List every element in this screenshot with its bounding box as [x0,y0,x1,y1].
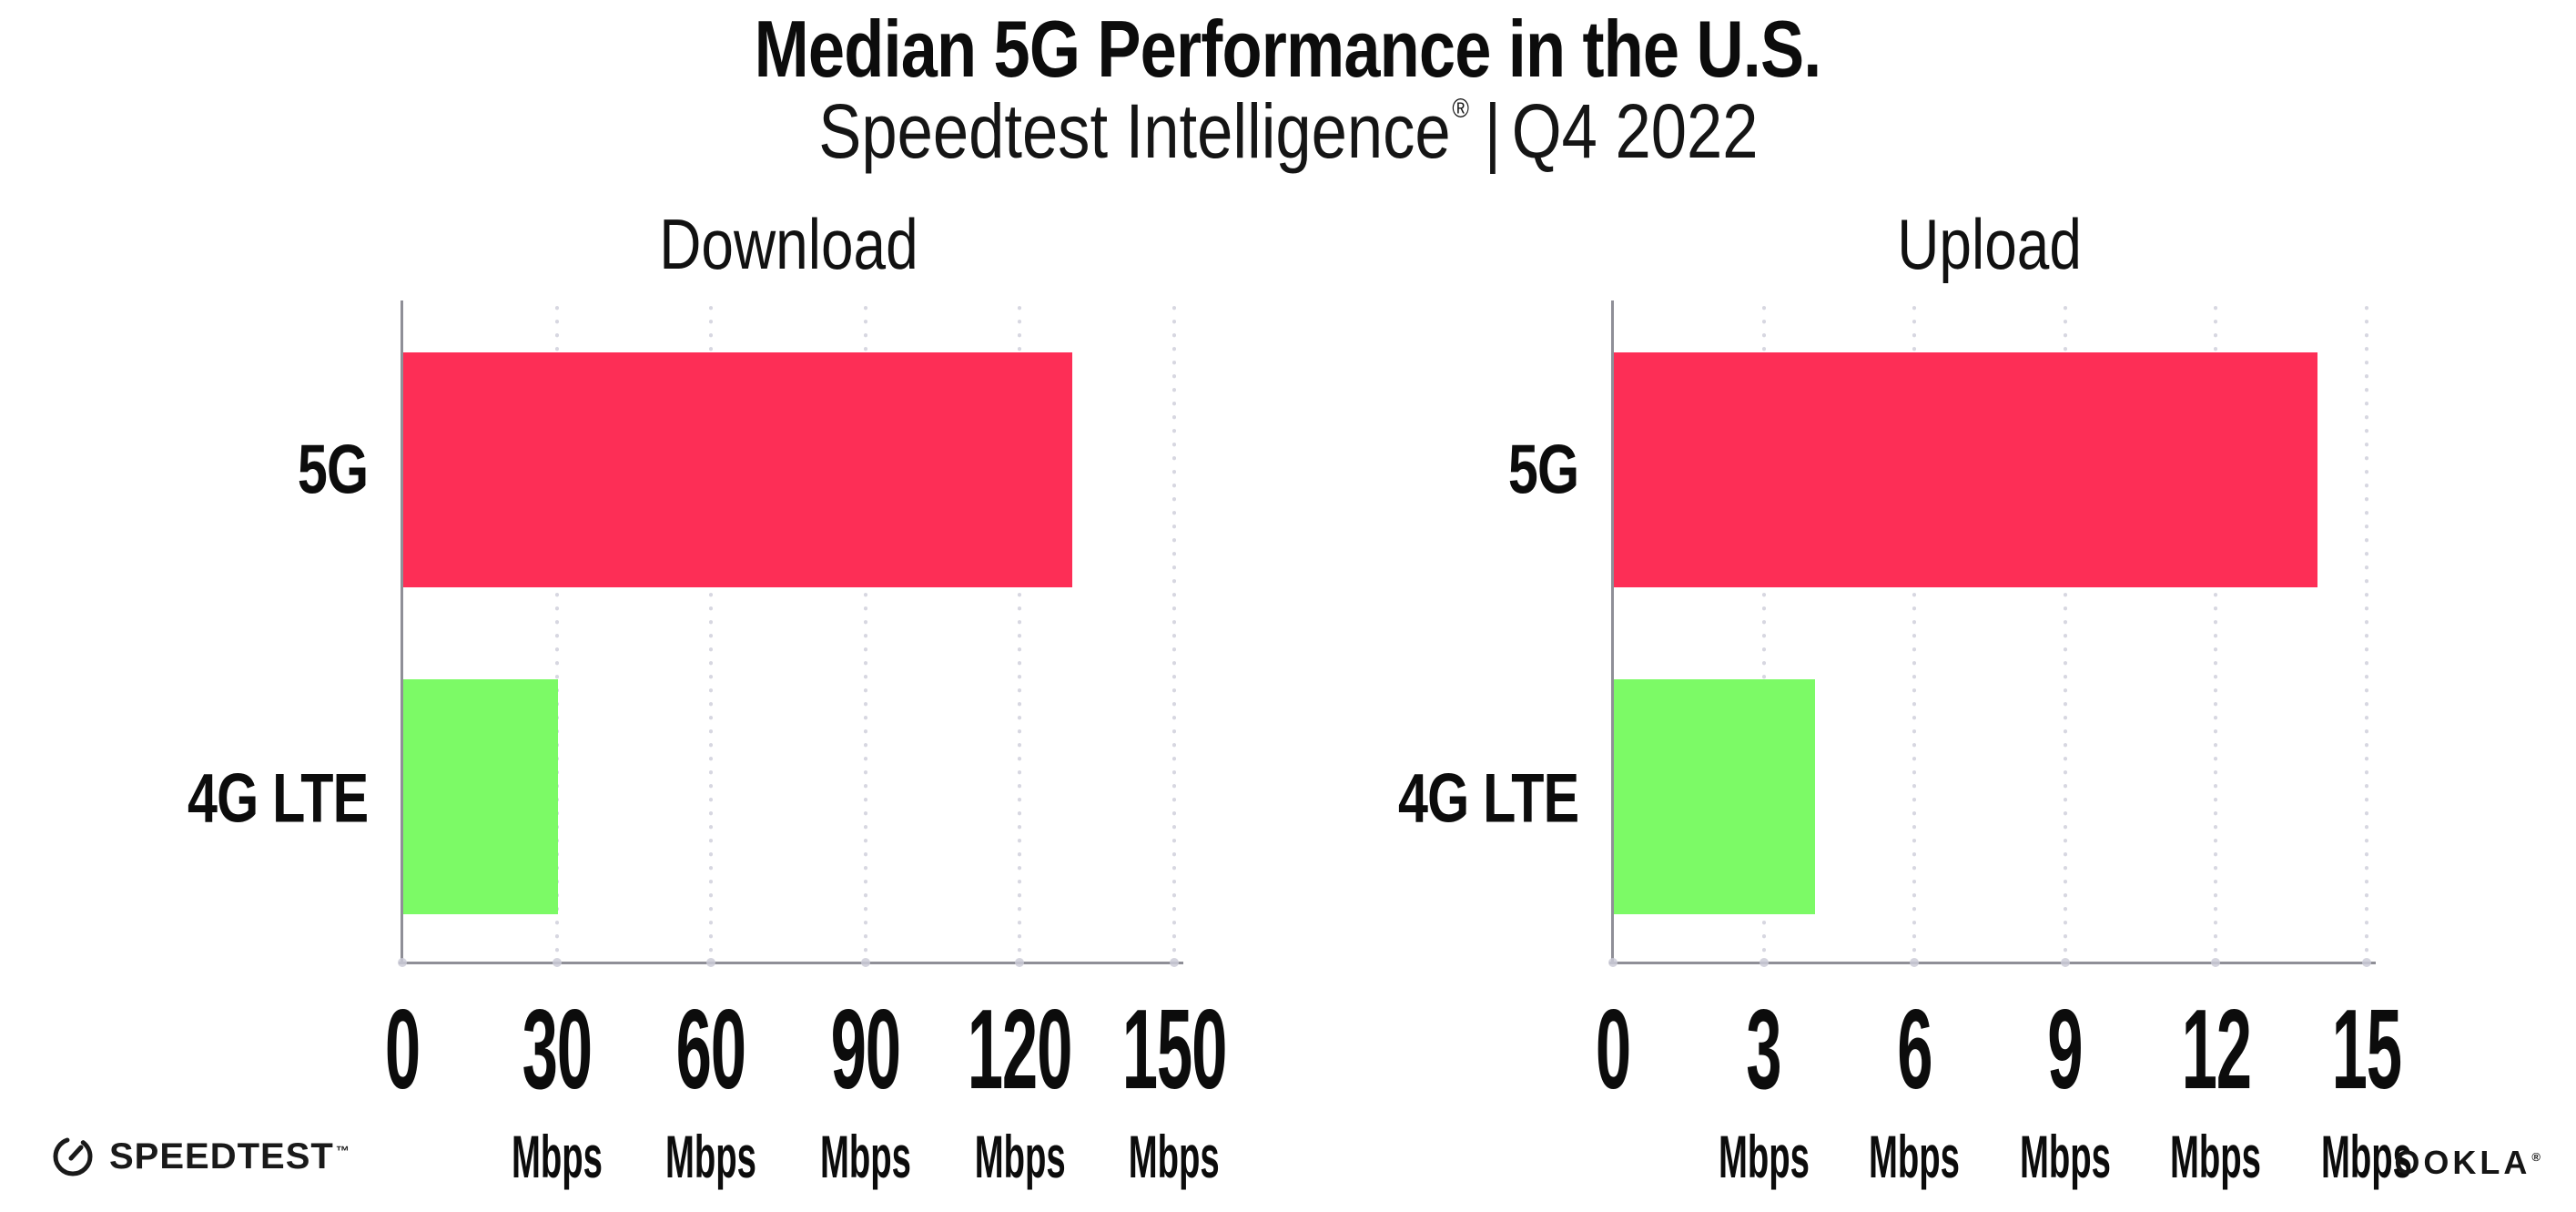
axis-tick-dot [1910,958,1920,967]
upload-chart-title: Upload [1897,204,2083,284]
x-tick-value: 15 [2331,987,2402,1113]
registered-mark: ® [1451,94,1469,124]
x-tick-value: 0 [384,987,421,1113]
x-tick-label: 15 Mbps [2288,993,2445,1187]
axis-tick-dot [2362,958,2371,967]
download-chart-title: Download [658,204,918,284]
gridline [709,306,714,962]
x-tick-label: 90 Mbps [787,993,944,1187]
4g-lte-bar [403,679,558,914]
x-tick-unit: Mbps [2019,1123,2111,1190]
x-tick-value: 12 [2181,987,2251,1113]
x-tick-value: 3 [1746,987,1781,1113]
tick-row: 0 30 Mbps 60 Mbps 90 Mbps 120 Mbps 150 Mbps [385,993,1227,1212]
x-tick-unit: Mbps [974,1123,1066,1190]
y-axis-line [401,300,403,963]
registered-mark: ® [2531,1150,2544,1164]
x-axis-line [399,962,1183,964]
x-tick-label: 3 Mbps [1685,993,1841,1187]
x-tick-unit: Mbps [1869,1123,1961,1190]
4g-lte-bar [1614,679,1815,914]
x-tick-value: 9 [2047,987,2084,1113]
category-labels: 5G 4G LTE [4,306,369,962]
download-chart: Download 5G 4G LTE 0 30 Mbps 60 Mbps 90 Mbps 120… [188,204,1228,1187]
axis-tick-dot [1759,958,1769,967]
page-title: Median 5G Performance in the U.S. [0,4,2576,94]
category-label-5g: 5G [297,431,368,509]
axis-tick-dot [1015,958,1025,967]
gridline [2365,306,2368,962]
x-tick-label: 6 Mbps [1836,993,1993,1187]
x-axis-line [1609,962,2376,964]
x-tick-label: 9 Mbps [1987,993,2144,1187]
x-tick-label: 30 Mbps [478,993,634,1187]
subtitle-brand: Speedtest Intelligence [817,88,1451,174]
x-tick-value: 90 [830,987,901,1113]
subtitle-separator: | [1484,88,1501,174]
x-tick-value: 6 [1897,987,1932,1113]
axis-tick-dot [1608,958,1618,967]
x-tick-value: 150 [1121,987,1228,1113]
speedtest-gauge-icon [53,1136,93,1176]
x-tick-unit: Mbps [2321,1123,2412,1190]
tick-row: 0 3 Mbps 6 Mbps 9 Mbps 12 Mbps 15 Mbps [1596,993,2412,1212]
x-tick-unit: Mbps [2170,1123,2262,1190]
axis-tick-dot [398,958,407,967]
category-label-4g-lte: 4G LTE [187,759,369,838]
ookla-wordmark: OOKLA® [2394,1144,2544,1181]
gridline [1018,306,1022,962]
x-tick-value: 120 [968,987,1073,1113]
category-label-4g-lte: 4G LTE [1397,759,1579,838]
subtitle-period: Q4 2022 [1511,88,1759,174]
5g-bar [403,352,1072,587]
x-tick-label: 150 Mbps [1083,993,1266,1187]
trademark-mark: ™ [335,1143,350,1159]
x-tick-label: 0 [372,993,433,1106]
page-title-text: Median 5G Performance in the U.S. [755,4,1822,94]
axis-tick-dot [552,958,562,967]
x-tick-label: 0 [1583,993,1644,1106]
gridline [554,306,559,962]
category-label-5g: 5G [1507,431,1578,509]
x-tick-value: 60 [676,987,746,1113]
x-tick-unit: Mbps [1129,1123,1220,1190]
axis-tick-dot [706,958,716,967]
axis-tick-dot [2211,958,2221,967]
gridline [1912,306,1917,962]
x-tick-unit: Mbps [665,1123,757,1190]
x-tick-value: 30 [522,987,592,1113]
x-tick-label: 120 Mbps [928,993,1111,1187]
speedtest-wordmark: SPEEDTEST ™ [109,1136,350,1176]
page-subtitle: Speedtest Intelligence® | Q4 2022 [0,91,2576,171]
axis-tick-dot [2060,958,2070,967]
plot-area [398,300,1183,967]
gridline [2063,306,2067,962]
x-tick-unit: Mbps [1718,1123,1810,1190]
upload-chart: Upload 5G 4G LTE 0 3 Mbps 6 Mbps 9 Mbps 12 Mbps 15… [1398,204,2412,1187]
axis-tick-dot [1170,958,1179,967]
category-labels: 5G 4G LTE [1214,306,1579,962]
speedtest-logo: SPEEDTEST ™ [51,1135,350,1178]
gridline [1761,306,1766,962]
gridline [863,306,867,962]
gridline [1172,306,1176,962]
x-tick-unit: Mbps [511,1123,603,1190]
axis-tick-dot [860,958,870,967]
plot-area [1608,300,2376,967]
5g-bar [1614,352,2317,587]
y-axis-line [1611,300,1614,963]
x-tick-value: 0 [1595,987,1631,1113]
x-tick-label: 60 Mbps [633,993,789,1187]
gridline [2214,306,2218,962]
ookla-logo: OOKLA® [2394,1144,2544,1182]
x-tick-label: 12 Mbps [2137,993,2294,1187]
x-tick-unit: Mbps [819,1123,911,1190]
